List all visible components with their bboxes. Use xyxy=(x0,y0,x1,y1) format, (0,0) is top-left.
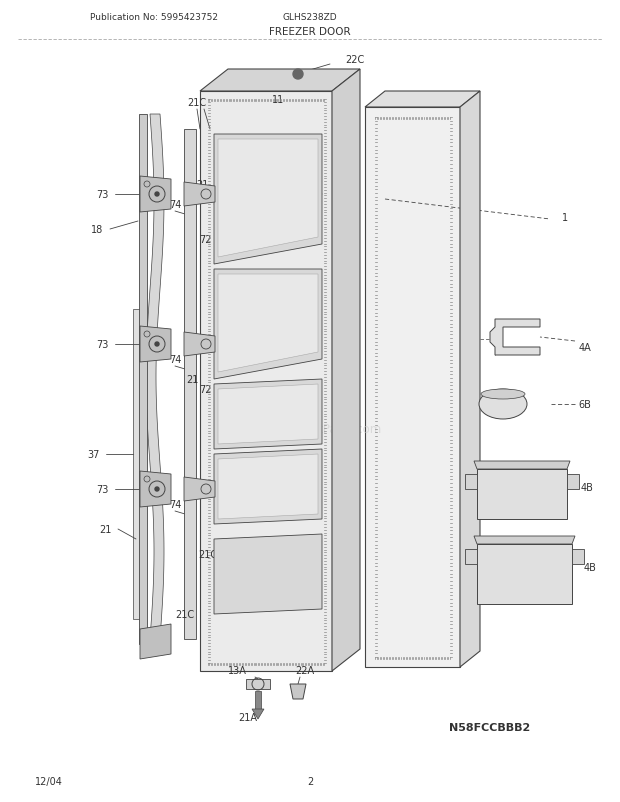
Text: eReplacementParts.com: eReplacementParts.com xyxy=(238,423,382,436)
Polygon shape xyxy=(214,135,322,265)
Text: 13A: 13A xyxy=(228,665,246,675)
Polygon shape xyxy=(184,477,215,501)
Text: 6B: 6B xyxy=(578,399,591,410)
Polygon shape xyxy=(460,92,480,667)
Polygon shape xyxy=(214,379,322,449)
Ellipse shape xyxy=(479,390,527,419)
Polygon shape xyxy=(139,115,147,644)
Text: 21: 21 xyxy=(194,484,206,494)
Text: 12/04: 12/04 xyxy=(35,776,63,786)
Text: 72: 72 xyxy=(199,384,211,395)
Text: 21: 21 xyxy=(196,180,208,190)
Text: 1: 1 xyxy=(562,213,568,223)
Polygon shape xyxy=(200,70,360,92)
Polygon shape xyxy=(567,475,579,489)
Text: 21C: 21C xyxy=(187,98,206,107)
Circle shape xyxy=(293,70,303,80)
Polygon shape xyxy=(184,333,215,357)
Polygon shape xyxy=(140,624,171,659)
Polygon shape xyxy=(140,326,171,363)
Text: Publication No: 5995423752: Publication No: 5995423752 xyxy=(90,14,218,22)
Polygon shape xyxy=(218,274,318,373)
Text: 11: 11 xyxy=(272,95,284,105)
Polygon shape xyxy=(133,310,142,619)
Text: 21: 21 xyxy=(99,525,111,534)
Polygon shape xyxy=(365,92,480,107)
Polygon shape xyxy=(490,320,540,355)
Polygon shape xyxy=(252,709,264,719)
Polygon shape xyxy=(200,92,332,671)
Polygon shape xyxy=(365,107,460,667)
Text: FREEZER DOOR: FREEZER DOOR xyxy=(269,27,351,37)
Text: 74: 74 xyxy=(169,500,181,509)
Text: 73: 73 xyxy=(96,339,108,350)
Polygon shape xyxy=(214,449,322,525)
Circle shape xyxy=(155,192,159,196)
Ellipse shape xyxy=(481,390,525,399)
Polygon shape xyxy=(465,549,477,565)
Text: 21C: 21C xyxy=(175,610,195,619)
Polygon shape xyxy=(572,549,584,565)
Text: 72: 72 xyxy=(199,235,211,245)
Text: 4B: 4B xyxy=(580,482,593,492)
Circle shape xyxy=(155,488,159,492)
Polygon shape xyxy=(184,183,215,207)
Text: 2: 2 xyxy=(307,776,313,786)
Polygon shape xyxy=(214,269,322,379)
Text: 22A: 22A xyxy=(296,665,314,675)
Text: 73: 73 xyxy=(96,484,108,494)
Polygon shape xyxy=(140,472,171,508)
Text: 4A: 4A xyxy=(578,342,591,353)
Polygon shape xyxy=(146,115,164,639)
Polygon shape xyxy=(140,176,171,213)
Polygon shape xyxy=(477,545,572,604)
Polygon shape xyxy=(218,140,318,257)
Polygon shape xyxy=(290,684,306,699)
Text: 4B: 4B xyxy=(583,562,596,573)
Polygon shape xyxy=(474,537,575,545)
Text: 18: 18 xyxy=(91,225,103,235)
Polygon shape xyxy=(465,475,477,489)
Text: GLHS238ZD: GLHS238ZD xyxy=(283,14,337,22)
Text: 21A: 21A xyxy=(239,712,257,722)
Polygon shape xyxy=(477,469,567,520)
Text: 21: 21 xyxy=(186,375,198,384)
Text: 21C: 21C xyxy=(198,549,218,559)
Polygon shape xyxy=(474,461,570,469)
Text: 74: 74 xyxy=(169,354,181,365)
Text: 37: 37 xyxy=(87,449,99,460)
Text: 74: 74 xyxy=(169,200,181,210)
Polygon shape xyxy=(246,679,270,689)
Circle shape xyxy=(155,342,159,346)
Polygon shape xyxy=(184,130,196,639)
Polygon shape xyxy=(218,384,318,444)
Text: N58FCCBBB2: N58FCCBBB2 xyxy=(450,722,531,732)
Text: 22C: 22C xyxy=(345,55,365,65)
Text: 73: 73 xyxy=(96,190,108,200)
Polygon shape xyxy=(214,534,322,614)
Polygon shape xyxy=(255,691,261,709)
Polygon shape xyxy=(332,70,360,671)
Polygon shape xyxy=(218,455,318,520)
